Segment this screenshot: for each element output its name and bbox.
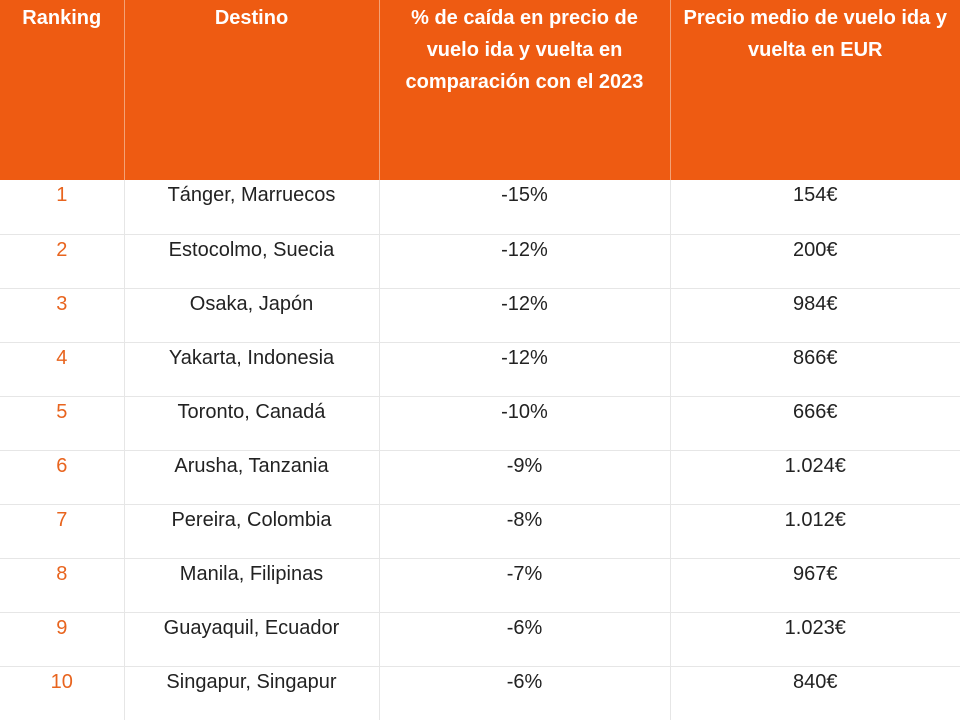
cell-rank: 10 [0, 666, 125, 720]
header-avg-price: Precio medio de vuelo ida y vuelta en EU… [670, 0, 960, 180]
table-row: 8 Manila, Filipinas -7% 967€ [0, 558, 960, 613]
cell-price-drop: -12% [379, 342, 671, 397]
cell-destination: Guayaquil, Ecuador [124, 612, 380, 667]
cell-destination: Toronto, Canadá [124, 396, 380, 451]
cell-price-drop: -7% [379, 558, 671, 613]
table-row: 9 Guayaquil, Ecuador -6% 1.023€ [0, 612, 960, 667]
cell-destination: Singapur, Singapur [124, 666, 380, 720]
table-row: 1 Tánger, Marruecos -15% 154€ [0, 180, 960, 235]
cell-avg-price: 984€ [670, 288, 960, 343]
table-row: 10 Singapur, Singapur -6% 840€ [0, 666, 960, 720]
cell-price-drop: -9% [379, 450, 671, 505]
cell-avg-price: 1.023€ [670, 612, 960, 667]
cell-price-drop: -6% [379, 666, 671, 720]
cell-price-drop: -15% [379, 180, 671, 235]
cell-destination: Estocolmo, Suecia [124, 234, 380, 289]
cell-avg-price: 866€ [670, 342, 960, 397]
cell-price-drop: -8% [379, 504, 671, 559]
cell-price-drop: -12% [379, 288, 671, 343]
cell-destination: Osaka, Japón [124, 288, 380, 343]
table-body: 1 Tánger, Marruecos -15% 154€ 2 Estocolmo, Su… [0, 180, 960, 720]
cell-avg-price: 200€ [670, 234, 960, 289]
header-price-drop: % de caída en precio de vuelo ida y vuel… [379, 0, 671, 180]
table-row: 4 Yakarta, Indonesia -12% 866€ [0, 342, 960, 397]
cell-avg-price: 666€ [670, 396, 960, 451]
table-row: 3 Osaka, Japón -12% 984€ [0, 288, 960, 343]
cell-price-drop: -12% [379, 234, 671, 289]
cell-rank: 5 [0, 396, 125, 451]
table-row: 2 Estocolmo, Suecia -12% 200€ [0, 234, 960, 289]
cell-avg-price: 967€ [670, 558, 960, 613]
cell-rank: 4 [0, 342, 125, 397]
cell-rank: 3 [0, 288, 125, 343]
cell-destination: Yakarta, Indonesia [124, 342, 380, 397]
header-ranking: Ranking [0, 0, 125, 180]
cell-destination: Arusha, Tanzania [124, 450, 380, 505]
cell-rank: 7 [0, 504, 125, 559]
cell-rank: 2 [0, 234, 125, 289]
cell-destination: Tánger, Marruecos [124, 180, 380, 235]
cell-avg-price: 1.012€ [670, 504, 960, 559]
cell-avg-price: 840€ [793, 670, 838, 693]
header-destination: Destino [124, 0, 380, 180]
header-row: Ranking Destino % de caída en precio de … [0, 0, 960, 180]
table-row: 6 Arusha, Tanzania -9% 1.024€ [0, 450, 960, 505]
cell-rank: 8 [0, 558, 125, 613]
table-row: 5 Toronto, Canadá -10% 666€ [0, 396, 960, 451]
cell-destination: Manila, Filipinas [124, 558, 380, 613]
cell-avg-price: 1.024€ [670, 450, 960, 505]
cell-rank: 1 [0, 180, 125, 235]
cell-price-drop: -6% [379, 612, 671, 667]
cell-rank: 6 [0, 450, 125, 505]
cell-price-drop: -10% [379, 396, 671, 451]
cell-avg-price: 154€ [670, 180, 960, 235]
cell-rank: 9 [0, 612, 125, 667]
cell-destination: Pereira, Colombia [124, 504, 380, 559]
table-row: 7 Pereira, Colombia -8% 1.012€ [0, 504, 960, 559]
